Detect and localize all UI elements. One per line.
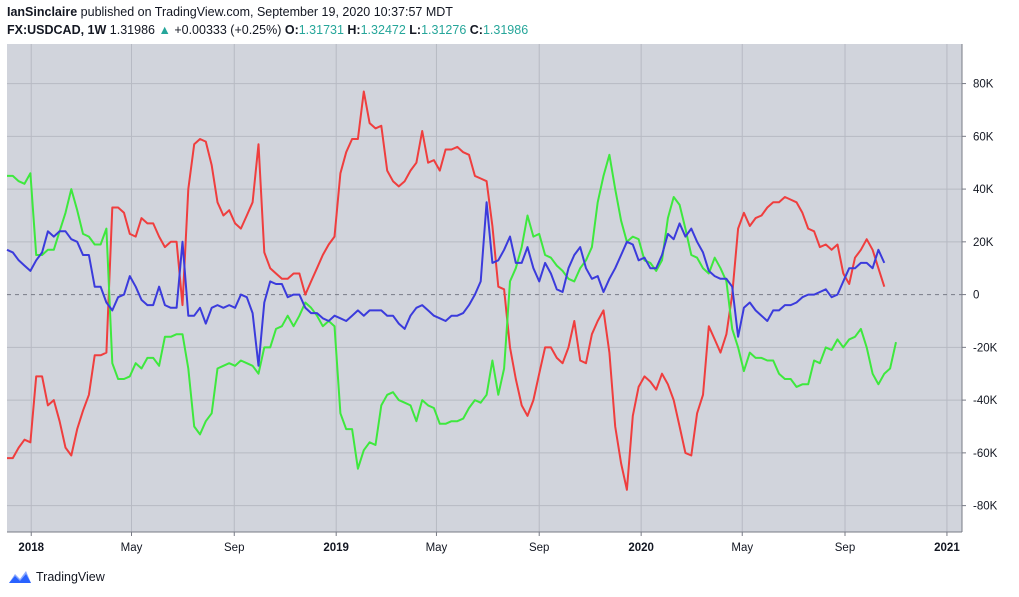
price-tick-label: -80K bbox=[973, 501, 998, 513]
footer: TradingView bbox=[8, 570, 105, 584]
low-label: L: bbox=[409, 23, 422, 37]
price-tick-label: 80K bbox=[973, 79, 994, 91]
price-change: +0.00333 (+0.25%) bbox=[174, 23, 282, 37]
publish-info: IanSinclaire published on TradingView.co… bbox=[7, 5, 453, 19]
price-tick-label: -40K bbox=[973, 395, 998, 407]
open-label: O: bbox=[284, 23, 299, 37]
high-label: H: bbox=[347, 23, 361, 37]
price-tick-label: -20K bbox=[973, 342, 998, 354]
last-price: 1.31986 bbox=[109, 23, 155, 37]
time-axis[interactable]: 2018 May Sep 2019 May Sep 2020 May Sep 2021 bbox=[18, 532, 960, 554]
close-label: C: bbox=[469, 23, 483, 37]
triangle-up-icon: ▲ bbox=[158, 23, 171, 37]
time-tick-label: May bbox=[731, 542, 753, 554]
time-tick-label: Sep bbox=[529, 542, 549, 554]
time-tick-label: 2021 bbox=[934, 542, 960, 554]
time-tick-label: May bbox=[426, 542, 448, 554]
low-value: 1.31276 bbox=[421, 23, 467, 37]
price-tick-label: -60K bbox=[973, 448, 998, 460]
series-lines bbox=[6, 90, 897, 491]
time-tick-label: 2020 bbox=[628, 542, 654, 554]
open-value: 1.31731 bbox=[298, 23, 344, 37]
symbol-label[interactable]: FX:USDCAD, 1W bbox=[7, 23, 107, 37]
tradingview-brand[interactable]: TradingView bbox=[36, 570, 105, 584]
published-text: published on TradingView.com, September … bbox=[80, 5, 453, 19]
author-name[interactable]: IanSinclaire bbox=[7, 5, 78, 19]
blue-series-line bbox=[6, 201, 886, 367]
green-series-line bbox=[7, 153, 897, 470]
high-value: 1.32472 bbox=[360, 23, 406, 37]
grid-lines bbox=[7, 44, 962, 532]
chart-area[interactable]: 80K 60K 40K 20K 0 -20K -40K -60K -80K 2018 May Sep… bbox=[0, 0, 1019, 567]
tradingview-logo-icon[interactable] bbox=[8, 570, 32, 584]
time-tick-label: 2018 bbox=[18, 542, 44, 554]
red-series-line bbox=[7, 90, 886, 491]
time-tick-label: 2019 bbox=[323, 542, 349, 554]
symbol-info-bar: FX:USDCAD, 1W 1.31986 ▲ +0.00333 (+0.25%… bbox=[7, 23, 528, 37]
time-tick-label: May bbox=[121, 542, 143, 554]
time-tick-label: Sep bbox=[224, 542, 244, 554]
price-tick-label: 40K bbox=[973, 184, 994, 196]
price-tick-label: 20K bbox=[973, 237, 994, 249]
plot-background[interactable] bbox=[7, 44, 962, 532]
time-tick-label: Sep bbox=[835, 542, 855, 554]
price-tick-label: 60K bbox=[973, 131, 994, 143]
close-value: 1.31986 bbox=[482, 23, 529, 37]
price-tick-label: 0 bbox=[973, 290, 979, 302]
price-axis[interactable]: 80K 60K 40K 20K 0 -20K -40K -60K -80K bbox=[962, 79, 998, 513]
